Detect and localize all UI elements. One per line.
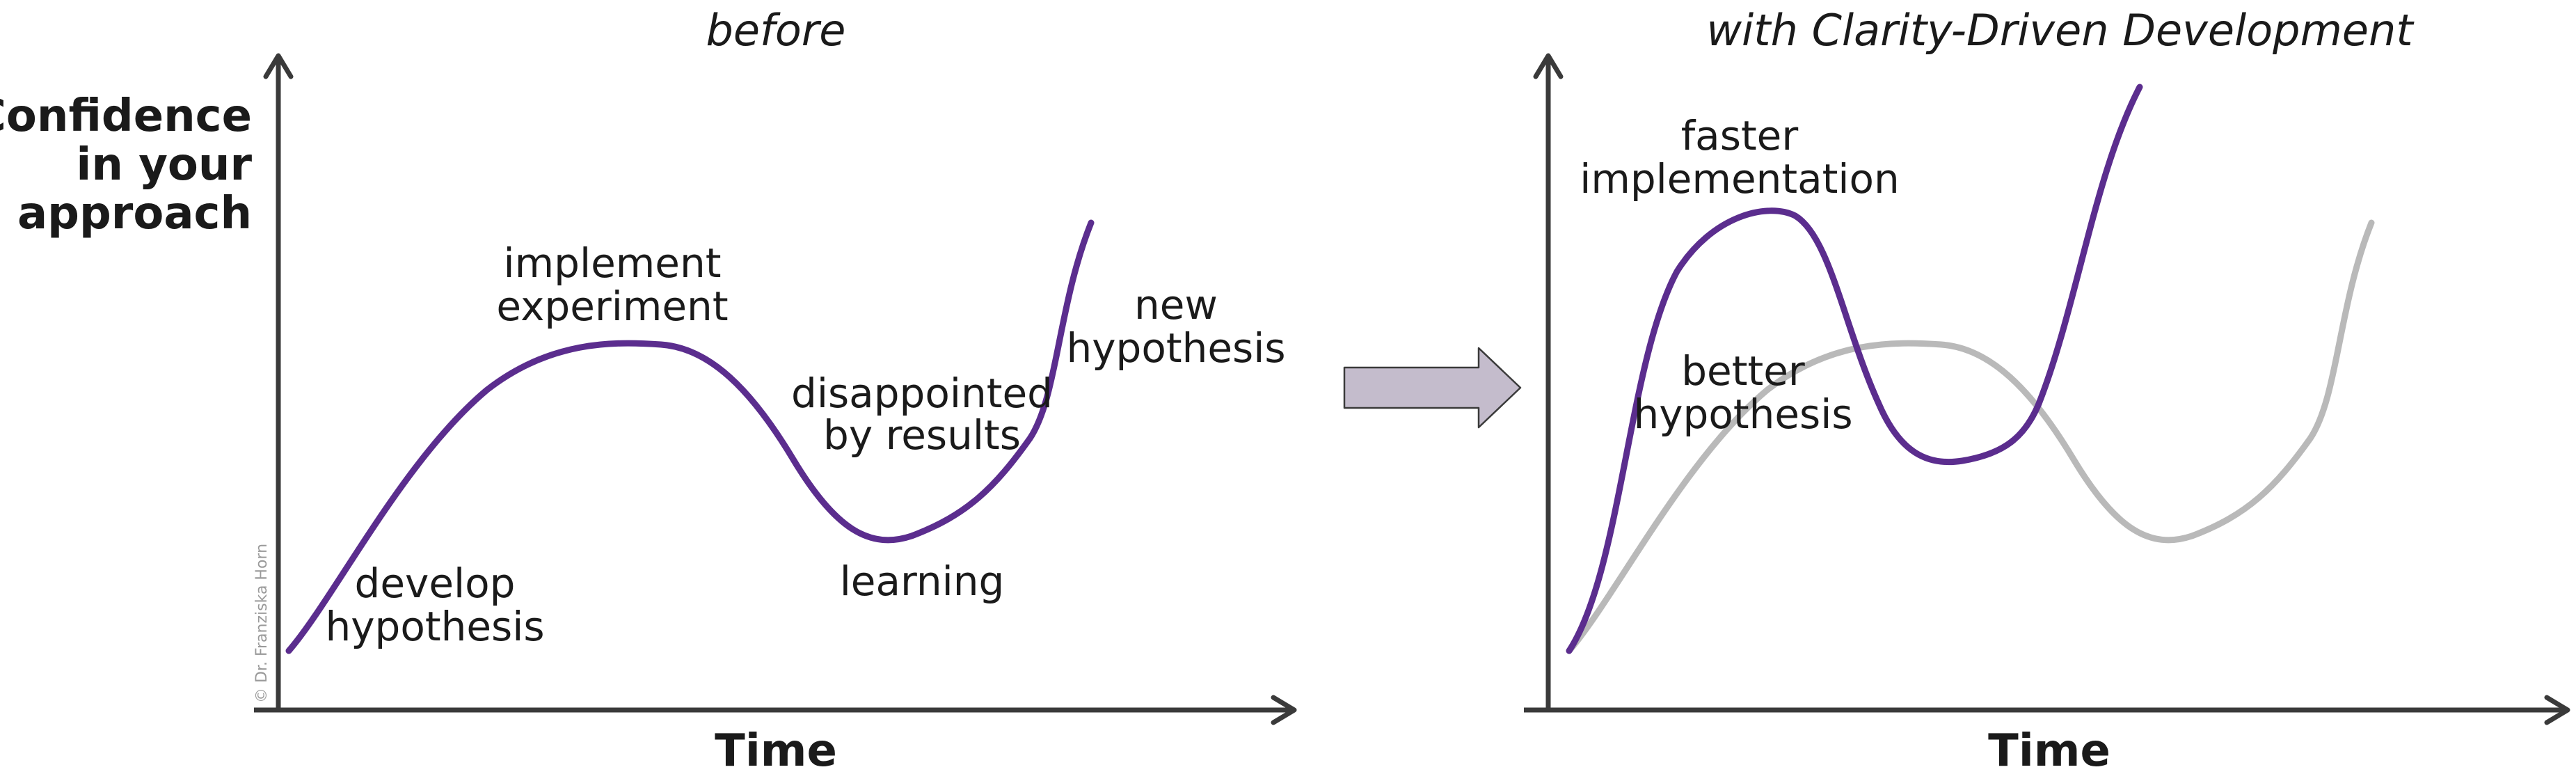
annot-new-hypothesis-line-1: new [1134, 281, 1218, 329]
annot-develop-line-1: develop [355, 560, 516, 607]
y-axis-label-line-3: approach [17, 188, 252, 239]
left-y-axis-arrowhead [263, 53, 294, 79]
annot-new-hypothesis-line-2: hypothesis [1066, 324, 1285, 372]
annot-better-line-1: better [1681, 347, 1805, 395]
annot-disappointed-line-1: disappointed [791, 370, 1053, 417]
right-x-axis-label: Time [1988, 725, 2110, 777]
annot-implement-line-1: implement [504, 239, 722, 287]
left-x-axis-label: Time [715, 725, 837, 777]
right-panel-title: with Clarity-Driven Development [1706, 5, 2415, 56]
annot-better-line-2: hypothesis [1633, 390, 1852, 438]
annot-disappointed-line-2: by results [823, 411, 1021, 459]
annot-faster-line-2: implementation [1580, 155, 1900, 203]
right-arrow-icon [1343, 347, 1522, 429]
left-x-axis-arrowhead [1271, 695, 1297, 725]
annot-implement-line-2: experiment [496, 283, 728, 330]
original-process-ghost-curve [1566, 219, 2375, 654]
annot-develop-line-2: hypothesis [325, 603, 544, 650]
left-panel: before Confidence in your approach Time … [0, 5, 1297, 777]
clarity-process-curve [1566, 84, 2143, 654]
right-x-axis-arrowhead [2544, 695, 2570, 725]
left-panel-title: before [706, 5, 846, 56]
annot-learning: learning [840, 558, 1005, 605]
credit-text: © Dr. Franziska Horn [253, 544, 271, 703]
annot-faster-line-1: faster [1681, 112, 1799, 159]
transition-arrow [1343, 347, 1522, 429]
right-y-axis-arrowhead [1533, 53, 1564, 79]
y-axis-label-line-2: in your [76, 139, 252, 191]
y-axis-label-line-1: Confidence [0, 90, 252, 142]
before-process-curve [285, 219, 1095, 654]
right-panel: with Clarity-Driven Development Time fas… [1524, 5, 2570, 777]
